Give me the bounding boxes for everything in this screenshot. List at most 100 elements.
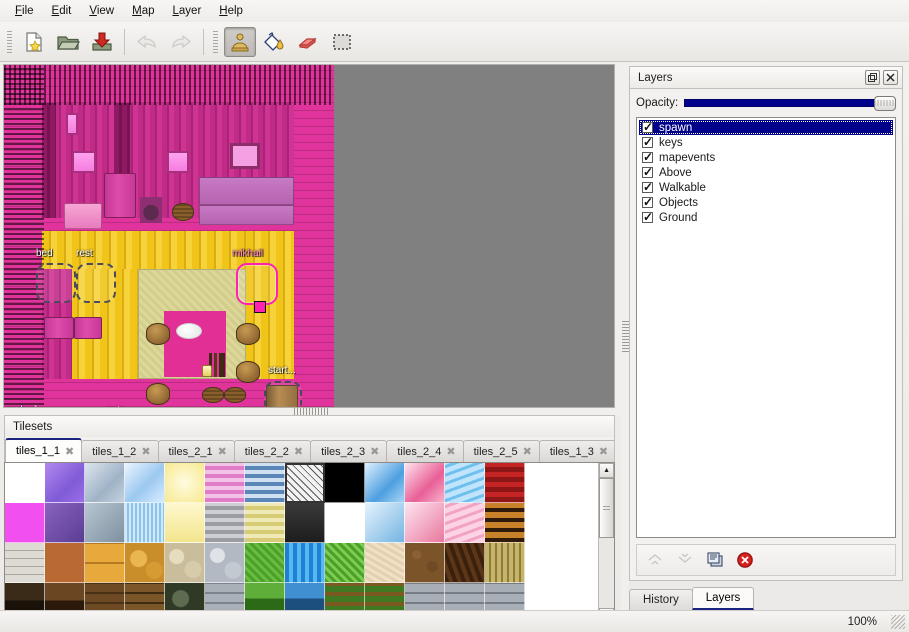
tile[interactable]	[245, 543, 285, 583]
layer-visibility-checkbox[interactable]	[642, 195, 653, 209]
toolbar-grip-2[interactable]	[211, 28, 219, 55]
scroll-thumb[interactable]	[599, 478, 615, 538]
opacity-slider[interactable]	[684, 95, 896, 111]
tile-map[interactable]: bed rest mikhail andor:] entr... start..…	[4, 65, 334, 407]
layer-row[interactable]: Above	[639, 165, 893, 180]
tile[interactable]	[485, 463, 525, 503]
tile[interactable]	[5, 503, 45, 543]
tile[interactable]	[165, 463, 205, 503]
tile[interactable]	[205, 543, 245, 583]
tile[interactable]	[405, 463, 445, 503]
new-map-button[interactable]	[18, 27, 50, 57]
tileset-tab-tiles_2_3[interactable]: tiles_2_3 ✖	[310, 440, 388, 462]
tile[interactable]	[365, 543, 405, 583]
layer-visibility-checkbox[interactable]	[642, 210, 653, 224]
layer-visibility-checkbox[interactable]	[642, 180, 653, 194]
map-object-bed[interactable]	[36, 263, 76, 303]
tile[interactable]	[445, 543, 485, 583]
save-map-button[interactable]	[86, 27, 118, 57]
tile[interactable]	[45, 543, 85, 583]
tileset-tab-tiles_2_2[interactable]: tiles_2_2 ✖	[233, 440, 312, 462]
vertical-splitter[interactable]	[621, 62, 629, 610]
chevron-down-icon[interactable]	[675, 550, 695, 570]
tile[interactable]	[485, 503, 525, 543]
map-object-start[interactable]	[264, 381, 302, 407]
tile[interactable]	[365, 463, 405, 503]
resize-grip[interactable]	[891, 614, 905, 629]
tile[interactable]	[285, 503, 325, 543]
map-object-rest[interactable]	[76, 263, 116, 303]
tileset-tab-tiles_2_4[interactable]: tiles_2_4 ✖	[386, 440, 464, 462]
opacity-knob[interactable]	[874, 95, 896, 111]
tile[interactable]	[365, 503, 405, 543]
tile[interactable]	[405, 503, 445, 543]
bucket-fill-tool[interactable]	[258, 27, 290, 57]
toolbar-grip[interactable]	[5, 28, 13, 55]
close-icon[interactable]	[883, 70, 898, 85]
tile[interactable]	[325, 463, 365, 503]
layer-row[interactable]: Ground	[639, 210, 893, 225]
delete-icon[interactable]	[735, 550, 755, 570]
scroll-up-icon[interactable]: ▲	[599, 463, 615, 478]
eraser-tool[interactable]	[292, 27, 324, 57]
tile[interactable]	[85, 503, 125, 543]
tile[interactable]	[85, 543, 125, 583]
tile[interactable]	[45, 463, 85, 503]
menu-edit[interactable]: Edit	[51, 5, 72, 17]
close-tab-icon[interactable]: ✖	[370, 446, 380, 458]
undo-button[interactable]	[131, 27, 163, 57]
layer-row[interactable]: spawn	[639, 120, 893, 135]
layer-list[interactable]: spawn keys mapevents Above	[636, 117, 896, 538]
redo-button[interactable]	[165, 27, 197, 57]
tile[interactable]	[125, 463, 165, 503]
tile[interactable]	[445, 463, 485, 503]
close-tab-icon[interactable]: ✖	[141, 446, 151, 458]
menu-layer[interactable]: Layer	[172, 5, 202, 17]
map-object-handle-mikhail[interactable]	[254, 301, 266, 313]
float-icon[interactable]	[865, 70, 880, 85]
scroll-track[interactable]	[599, 478, 615, 608]
tileset-tab-tiles_2_5[interactable]: tiles_2_5 ✖	[462, 440, 540, 462]
close-tab-icon[interactable]: ✖	[293, 446, 304, 458]
close-tab-icon[interactable]: ✖	[217, 446, 227, 458]
map-object-mikhail[interactable]	[236, 263, 278, 305]
tile[interactable]	[445, 503, 485, 543]
tileset-tab-tiles_1_3[interactable]: tiles_1_3 ✖	[538, 440, 615, 462]
layer-visibility-checkbox[interactable]	[642, 150, 653, 164]
tile[interactable]	[125, 503, 165, 543]
tileset-grid[interactable]	[5, 463, 598, 623]
copy-icon[interactable]	[705, 550, 725, 570]
layer-visibility-checkbox[interactable]	[642, 165, 653, 179]
menu-help[interactable]: Help	[219, 5, 243, 17]
close-tab-icon[interactable]: ✖	[65, 445, 75, 458]
rectangular-select-tool[interactable]	[326, 27, 358, 57]
tile[interactable]	[205, 503, 245, 543]
tileset-tab-tiles_2_1[interactable]: tiles_2_1 ✖	[157, 440, 235, 462]
tile[interactable]	[485, 543, 525, 583]
tile[interactable]	[205, 463, 245, 503]
tile[interactable]	[45, 503, 85, 543]
tile[interactable]	[245, 503, 285, 543]
tab-history[interactable]: History	[629, 589, 693, 610]
layer-visibility-checkbox[interactable]	[642, 120, 653, 134]
tile[interactable]	[165, 503, 205, 543]
tile[interactable]	[285, 543, 325, 583]
chevron-up-icon[interactable]	[645, 550, 665, 570]
tile[interactable]	[325, 543, 365, 583]
tab-layers[interactable]: Layers	[691, 587, 755, 610]
tile[interactable]	[5, 543, 45, 583]
layer-row[interactable]: Objects	[639, 195, 893, 210]
layer-visibility-checkbox[interactable]	[642, 135, 653, 149]
menu-map[interactable]: Map	[132, 5, 155, 17]
menu-file[interactable]: File	[15, 5, 34, 17]
layer-row[interactable]: keys	[639, 135, 893, 150]
tile[interactable]	[325, 503, 365, 543]
tileset-tab-tiles_1_1[interactable]: tiles_1_1 ✖	[5, 438, 83, 462]
tileset-scroll-area[interactable]	[5, 463, 599, 623]
tile[interactable]	[5, 463, 45, 503]
tile[interactable]	[125, 543, 165, 583]
tile[interactable]	[245, 463, 285, 503]
tile[interactable]	[165, 543, 205, 583]
layer-row[interactable]: mapevents	[639, 150, 893, 165]
layer-row[interactable]: Walkable	[639, 180, 893, 195]
